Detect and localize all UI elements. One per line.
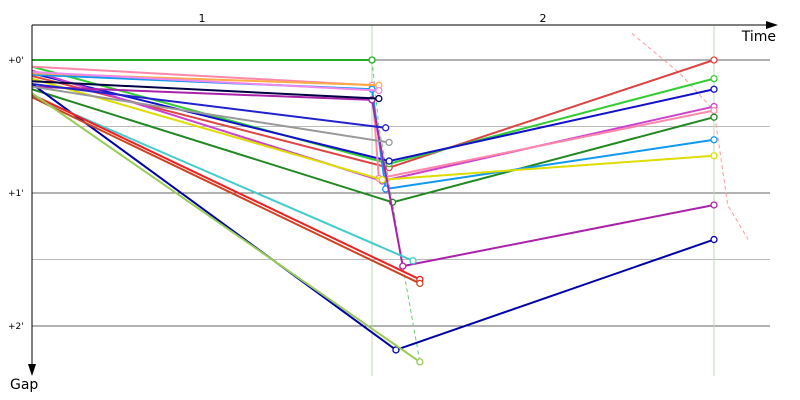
lap-boundaries [371,25,749,376]
labels: +0' +1' +2' 1 2 [8,12,547,332]
lap-label: 2 [540,12,547,25]
series-line [31,65,715,165]
y-axis-arrow-icon [28,364,36,376]
lap-envelope-dashed [631,33,749,240]
series-line [31,83,715,351]
series-point [710,113,718,121]
series-line [31,70,379,92]
series-point [375,94,383,103]
axes: Time Gap [10,21,778,393]
y-axis-title: Gap [10,377,38,393]
series-line [31,85,390,144]
y-tick-label: +1' [8,189,24,199]
series-point [710,235,718,244]
series-point [385,138,393,147]
series-line [31,80,379,100]
series-point [710,74,718,83]
series-line [31,92,421,363]
series-point [710,201,718,209]
series-line [31,96,421,285]
lap-envelope-dashed [371,59,421,362]
series-point [399,262,407,270]
series-point [382,124,390,132]
y-tick-label: +2' [8,322,24,332]
series-point [710,106,718,115]
series-point [416,358,424,366]
series-point [368,56,376,64]
series-line [31,93,421,281]
series-point [710,56,718,64]
series-point [710,152,718,160]
series-point [710,136,718,144]
series-group [31,56,718,366]
x-axis-title: Time [741,29,776,45]
series-point [392,346,400,354]
y-tick-label: +0' [8,56,24,66]
series-line [31,82,386,129]
series-line [31,85,715,268]
series-line [31,94,414,262]
series-point [710,85,718,93]
series-point [378,176,386,184]
grid [32,59,770,327]
lap-label: 1 [199,12,206,25]
series-point [385,157,393,165]
series-point [409,257,417,265]
x-axis-arrow-icon [766,21,778,29]
series-line [31,65,715,180]
series-point [375,86,383,95]
series-point [416,279,424,288]
